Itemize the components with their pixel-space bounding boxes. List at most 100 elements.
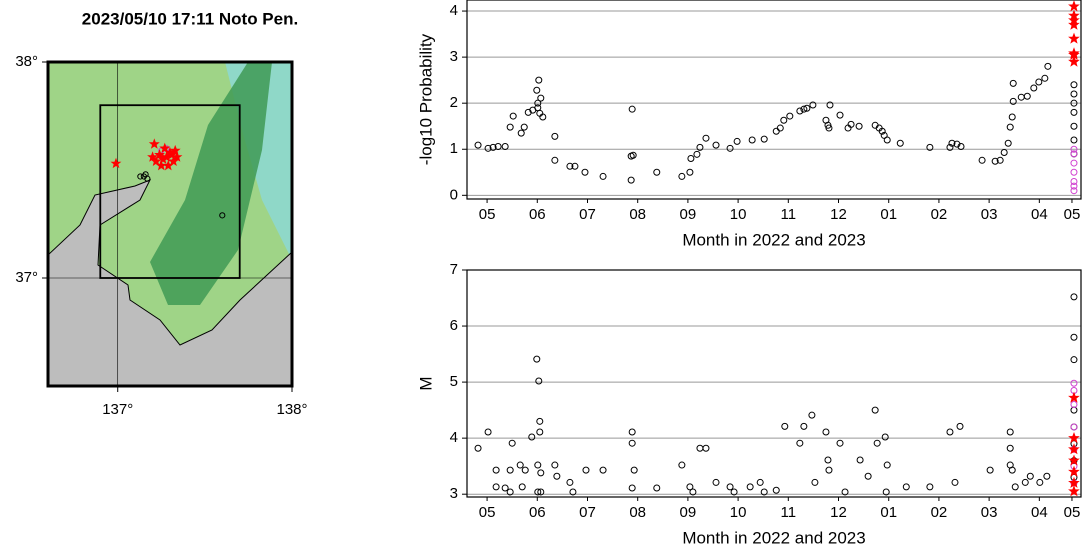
event-circle [1027, 473, 1033, 479]
x-axis-title: Month in 2022 and 2023 [682, 230, 865, 249]
x-tick-label: 09 [680, 504, 697, 521]
event-circle [600, 173, 606, 179]
event-circle [1022, 479, 1028, 485]
event-circle [485, 429, 491, 435]
event-circle [1045, 63, 1051, 69]
event-circle [518, 130, 524, 136]
event-circle [947, 429, 953, 435]
event-circle [552, 133, 558, 139]
event-circle [567, 479, 573, 485]
event-circle [493, 467, 499, 473]
event-circle [1071, 380, 1077, 386]
x-tick-label: 12 [830, 206, 847, 223]
event-circle [1010, 80, 1016, 86]
x-tick-label: 05 [479, 504, 496, 521]
event-star [1069, 393, 1079, 402]
event-circle [1071, 169, 1077, 175]
event-circle [554, 473, 560, 479]
x-axis-title: Month in 2022 and 2023 [682, 528, 865, 547]
event-circle [536, 378, 542, 384]
event-circle [1042, 75, 1048, 81]
event-circle [517, 462, 523, 468]
x-tick-label: 10 [730, 206, 747, 223]
x-tick-label: 05 [1064, 206, 1081, 223]
event-circle [1012, 484, 1018, 490]
event-circle [1009, 114, 1015, 120]
y-tick-label: 3 [450, 48, 458, 65]
event-circle [629, 485, 635, 491]
x-tick-label: 02 [931, 504, 948, 521]
event-circle [865, 473, 871, 479]
event-circle [538, 470, 544, 476]
event-star [1069, 34, 1079, 43]
event-circle [1007, 429, 1013, 435]
event-circle [537, 429, 543, 435]
x-tick-label: 07 [579, 206, 596, 223]
event-circle [857, 457, 863, 463]
event-circle [629, 440, 635, 446]
event-circle [535, 462, 541, 468]
event-circle [1044, 473, 1050, 479]
event-circle [781, 117, 787, 123]
event-circle [507, 124, 513, 130]
event-circle [837, 112, 843, 118]
event-circle [509, 440, 515, 446]
event-circle [703, 135, 709, 141]
event-circle [628, 177, 634, 183]
x-tick-label: 08 [629, 504, 646, 521]
event-circle [874, 440, 880, 446]
event-circle [510, 113, 516, 119]
event-circle [537, 418, 543, 424]
y-axis-title: -log10 Probability [416, 33, 435, 165]
event-circle [987, 467, 993, 473]
plot-frame [467, 0, 1081, 199]
x-tick-label: 03 [981, 206, 998, 223]
event-circle [749, 137, 755, 143]
event-circle [694, 151, 700, 157]
y-tick-label: 2 [450, 94, 458, 111]
event-circle [582, 169, 588, 175]
event-circle [1018, 94, 1024, 100]
event-circle [493, 484, 499, 490]
x-tick-label: 137° [102, 401, 133, 418]
y-tick-label: 7 [450, 261, 458, 278]
y-tick-label: 1 [450, 140, 458, 157]
x-tick-label: 07 [579, 504, 596, 521]
event-circle [727, 484, 733, 490]
event-circle [1071, 334, 1077, 340]
x-tick-label: 01 [880, 504, 897, 521]
event-circle [884, 137, 890, 143]
y-tick-label: 3 [450, 485, 458, 502]
y-tick-label: 37° [15, 269, 38, 286]
x-tick-label: 02 [931, 206, 948, 223]
event-circle [1005, 140, 1011, 146]
event-circle [773, 128, 779, 134]
event-circle [536, 77, 542, 83]
event-circle [1036, 79, 1042, 85]
event-circle [713, 479, 719, 485]
event-circle [629, 429, 635, 435]
event-circle [856, 123, 862, 129]
event-circle [1071, 357, 1077, 363]
x-tick-label: 12 [830, 504, 847, 521]
event-circle [1037, 479, 1043, 485]
event-circle [801, 423, 807, 429]
event-circle [957, 423, 963, 429]
plot-frame [467, 270, 1081, 497]
x-tick-label: 11 [781, 504, 797, 521]
x-tick-label: 05 [479, 206, 496, 223]
event-circle [534, 87, 540, 93]
event-circle [502, 143, 508, 149]
event-circle [529, 434, 535, 440]
event-circle [734, 138, 740, 144]
event-circle [872, 407, 878, 413]
event-circle [747, 484, 753, 490]
x-tick-label: 08 [629, 206, 646, 223]
event-circle [654, 485, 660, 491]
x-tick-label: 06 [529, 206, 546, 223]
event-circle [1001, 149, 1007, 155]
event-circle [1071, 294, 1077, 300]
event-circle [629, 106, 635, 112]
y-tick-label: 0 [450, 186, 458, 203]
event-circle [1024, 93, 1030, 99]
